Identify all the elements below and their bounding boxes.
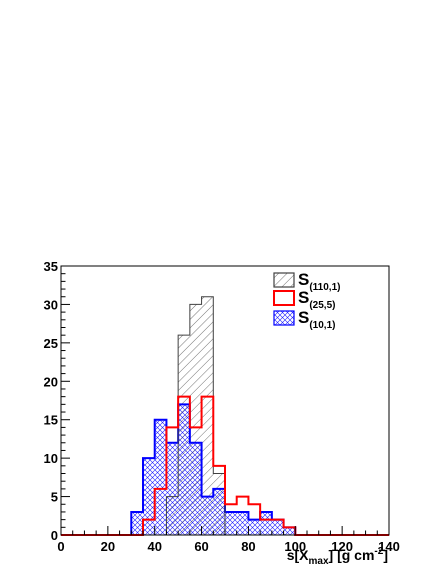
legend-swatch-0 (273, 272, 295, 288)
y-tick-label: 30 (44, 297, 58, 312)
legend-label-1: S(25,5) (298, 288, 335, 311)
x-tick-label: 80 (241, 539, 255, 554)
bar-2-8 (154, 419, 167, 535)
bar-2-6 (131, 511, 143, 535)
legend-swatch-1 (273, 290, 295, 306)
x-tick-label: 40 (147, 539, 161, 554)
bar-0-13 (213, 473, 225, 535)
x-tick-label: 20 (101, 539, 115, 554)
x-tick-label: 60 (194, 539, 208, 554)
bar-2-16 (248, 519, 261, 535)
bar-0-12 (201, 296, 214, 535)
x-tick-label: 140 (378, 539, 400, 554)
y-tick-label: 35 (44, 259, 58, 274)
bar-2-15 (236, 511, 249, 535)
y-tick-label: 25 (44, 336, 58, 351)
y-tick-label: 10 (44, 451, 58, 466)
y-tick-label: 15 (44, 413, 58, 428)
legend: S(110,1)S(25,5)S(10,1) (273, 270, 340, 331)
bar-0-9 (166, 496, 179, 535)
y-tick-label: 5 (51, 490, 58, 505)
bar-0-10 (178, 335, 190, 535)
y-tick-label: 0 (51, 528, 58, 543)
x-tick-label: 0 (57, 539, 64, 554)
bar-2-7 (143, 458, 155, 535)
legend-label-2: S(10,1) (298, 308, 335, 331)
histogram-layer (61, 296, 389, 536)
bar-2-14 (225, 511, 237, 535)
bar-2-18 (271, 519, 284, 535)
bar-2-17 (260, 511, 272, 535)
bar-2-19 (283, 527, 296, 535)
x-tick-label: 100 (284, 539, 306, 554)
legend-swatch-2 (273, 310, 295, 326)
y-tick-label: 20 (44, 374, 58, 389)
x-axis-title: s[Xmax] [g cm-2] (287, 546, 388, 567)
axes: 0 20 40 60 80 100 120 140 0 5 10 15 20 25 30 35 (44, 259, 400, 554)
x-tick-label: 120 (331, 539, 353, 554)
bar-0-11 (189, 304, 202, 535)
legend-label-0: S(110,1) (298, 270, 340, 293)
bar-2-9 (166, 442, 179, 535)
